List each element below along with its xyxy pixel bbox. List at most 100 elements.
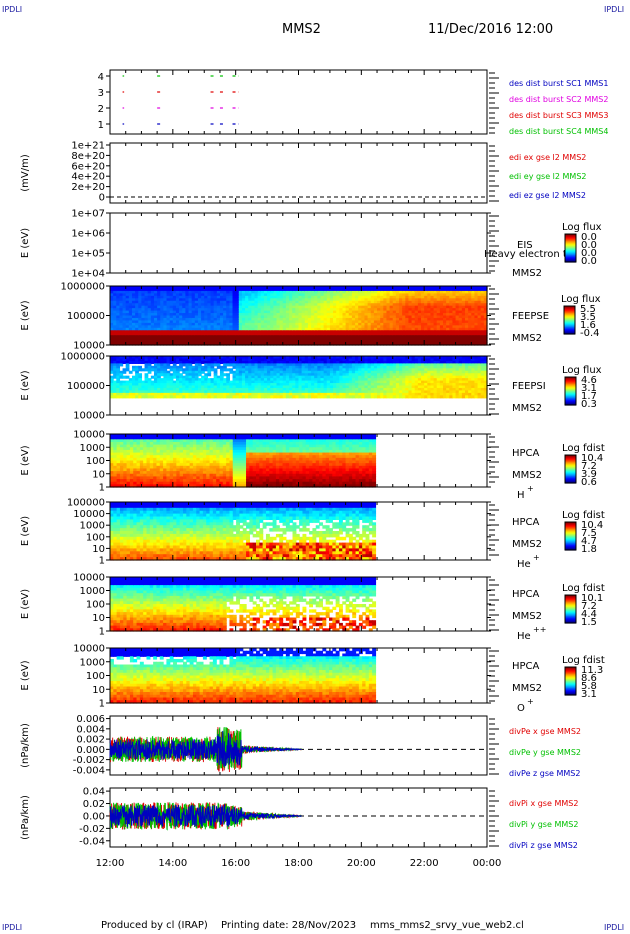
colorbar-cell (565, 547, 576, 550)
y-axis-label: E (eV) (20, 660, 31, 690)
colorbar-tick-label: 4.6 (581, 375, 597, 386)
colorbar-cell (565, 393, 576, 396)
colorbar-cell (565, 480, 576, 483)
y-tick-label: 1e+05 (71, 249, 105, 260)
colorbar-cell (565, 257, 576, 260)
y-tick-label: 0.04 (83, 787, 105, 798)
colorbar-cell (565, 388, 576, 391)
corner-logo-br: IPDLI (604, 923, 625, 932)
y-tick-label: 6e+20 (71, 161, 105, 172)
colorbar-tick-label: 3.1 (581, 383, 597, 394)
y-tick-label: 10000 (73, 573, 105, 584)
legend-entry: edi ex gse l2 MMS2 (509, 153, 586, 162)
colorbar-cell (565, 602, 576, 604)
y-tick-label: 10 (92, 613, 105, 624)
species-label: He (517, 559, 531, 570)
y-tick-label: -0.002 (73, 755, 105, 766)
colorbar-cell (565, 529, 576, 531)
colorbar-frame (564, 594, 577, 624)
colorbar-cell (565, 679, 576, 682)
colorbar-cell (565, 616, 576, 618)
colorbar-frame (564, 521, 577, 551)
series-line (109, 730, 302, 767)
species-label: H (517, 490, 525, 501)
colorbar-cell (565, 255, 576, 257)
colorbar-cell (565, 603, 576, 605)
colorbar-tick-label: 1.6 (580, 320, 596, 331)
colorbar-cell (565, 248, 576, 250)
colorbar-cell (565, 476, 576, 478)
colorbar-cell (564, 313, 575, 315)
colorbar-title: Log fdist (562, 583, 605, 594)
colorbar-cell (565, 472, 576, 475)
colorbar-title: Log fdist (562, 510, 605, 521)
colorbar-cell (565, 610, 576, 612)
spacecraft-name: MMS2 (512, 403, 542, 414)
colorbar-cell (565, 595, 576, 597)
y-tick-label: 2 (98, 104, 104, 115)
colorbar-cell (565, 617, 576, 619)
colorbar-cell (565, 250, 576, 253)
colorbar-tick-label: 0.0 (581, 256, 597, 267)
corner-logo-tl: IPDLI (2, 5, 23, 14)
y-tick-label: 10000 (73, 411, 105, 422)
legend-entry: divPi z gse MMS2 (509, 841, 578, 850)
colorbar-cell (564, 306, 575, 308)
colorbar-tick-label: 5.8 (581, 681, 597, 692)
time-tick-label: 00:00 (473, 858, 502, 869)
colorbar-cell (565, 402, 576, 405)
colorbar-cell (564, 310, 575, 313)
colorbar-tick-label: 7.5 (581, 528, 597, 539)
colorbar-cell (565, 246, 576, 249)
y-tick-label: 100 (86, 532, 105, 543)
y-tick-label: 100 (86, 600, 105, 611)
colorbar-tick-label: 0.6 (581, 477, 597, 488)
colorbar-cell (565, 522, 576, 524)
colorbar-cell (565, 676, 576, 679)
colorbar-cell (565, 523, 576, 525)
species-label: He (517, 631, 531, 642)
colorbar-cell (565, 600, 576, 603)
colorbar-cell (565, 692, 576, 695)
colorbar-cell (564, 307, 575, 309)
corner-logo-tr: IPDLI (604, 5, 625, 14)
colorbar-cell (565, 236, 576, 239)
y-tick-label: 1 (99, 699, 105, 710)
y-tick-label: 10 (92, 544, 105, 555)
colorbar-cell (565, 678, 576, 681)
spacecraft-name: MMS2 (512, 268, 542, 279)
colorbar-cell (565, 604, 576, 607)
colorbar-cell (565, 596, 576, 598)
colorbar-tick-label: 1.8 (581, 544, 597, 555)
colorbar-cell (565, 392, 576, 394)
y-tick-label: -0.04 (79, 836, 105, 847)
spacecraft-name: MMS2 (512, 683, 542, 694)
y-axis-label: E (eV) (20, 300, 31, 330)
colorbar-tick-label: 5.5 (580, 304, 596, 315)
colorbar-cell (564, 329, 575, 332)
colorbar-cell (565, 531, 576, 534)
y-axis-label: E (eV) (20, 516, 31, 546)
colorbar-cell (565, 670, 576, 673)
colorbar-cell (564, 327, 575, 329)
colorbar-cell (565, 252, 576, 255)
colorbar-cell (565, 399, 576, 401)
instrument-name: HPCA (512, 589, 540, 600)
y-tick-label: 0.000 (76, 745, 105, 756)
y-tick-label: 0.00 (83, 811, 105, 822)
y-tick-label: 1 (99, 627, 105, 638)
colorbar-cell (565, 677, 576, 680)
spectrogram-hpca-he2 (110, 577, 377, 632)
y-tick-label: 0.002 (76, 735, 105, 746)
colorbar-cell (564, 309, 575, 312)
colorbar-cell (565, 530, 576, 532)
colorbar-cell (565, 242, 576, 244)
colorbar-cell (565, 543, 576, 545)
colorbar-cell (565, 378, 576, 380)
colorbar-cell (564, 315, 575, 318)
colorbar-title: Log fdist (562, 655, 605, 666)
colorbar-cell (565, 691, 576, 694)
y-tick-label: 1 (99, 483, 105, 494)
colorbar-tick-label: 1.5 (581, 617, 597, 628)
colorbar-cell (565, 456, 576, 458)
